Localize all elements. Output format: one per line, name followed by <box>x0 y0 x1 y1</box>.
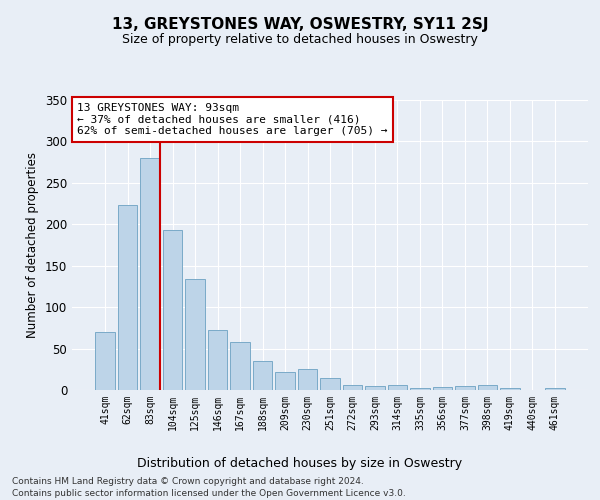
Bar <box>230 342 250 390</box>
Bar <box>545 388 565 390</box>
Text: Distribution of detached houses by size in Oswestry: Distribution of detached houses by size … <box>137 458 463 470</box>
Bar <box>478 385 497 390</box>
Bar <box>365 386 385 390</box>
Bar <box>410 388 430 390</box>
Bar <box>95 332 115 390</box>
Bar <box>185 279 205 390</box>
Bar <box>500 388 520 390</box>
Bar <box>433 386 452 390</box>
Bar <box>388 385 407 390</box>
Text: Size of property relative to detached houses in Oswestry: Size of property relative to detached ho… <box>122 32 478 46</box>
Bar <box>140 158 160 390</box>
Bar <box>208 330 227 390</box>
Text: Contains HM Land Registry data © Crown copyright and database right 2024.: Contains HM Land Registry data © Crown c… <box>12 478 364 486</box>
Y-axis label: Number of detached properties: Number of detached properties <box>26 152 40 338</box>
Text: 13 GREYSTONES WAY: 93sqm
← 37% of detached houses are smaller (416)
62% of semi-: 13 GREYSTONES WAY: 93sqm ← 37% of detach… <box>77 103 388 136</box>
Bar <box>343 385 362 390</box>
Bar <box>118 205 137 390</box>
Bar <box>320 378 340 390</box>
Text: 13, GREYSTONES WAY, OSWESTRY, SY11 2SJ: 13, GREYSTONES WAY, OSWESTRY, SY11 2SJ <box>112 18 488 32</box>
Bar <box>298 370 317 390</box>
Bar <box>163 230 182 390</box>
Bar <box>253 361 272 390</box>
Bar <box>275 372 295 390</box>
Bar <box>455 386 475 390</box>
Text: Contains public sector information licensed under the Open Government Licence v3: Contains public sector information licen… <box>12 489 406 498</box>
